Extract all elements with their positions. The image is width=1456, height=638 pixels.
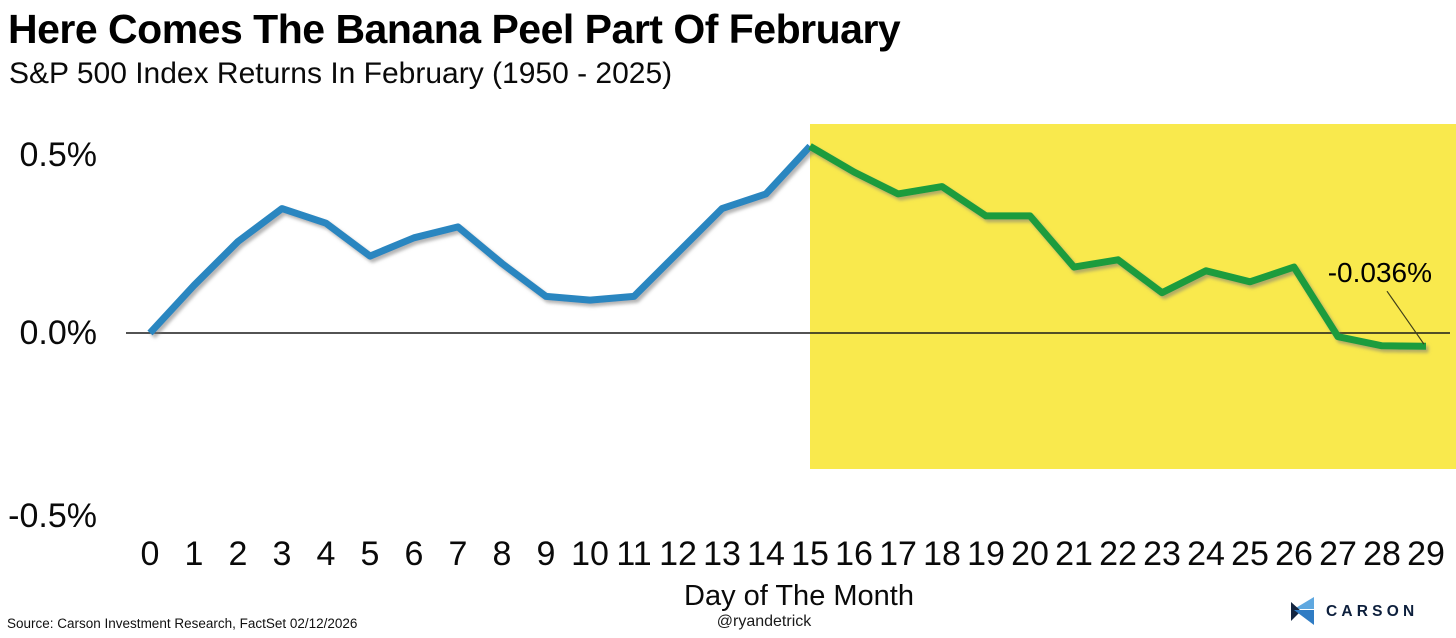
last-value-annotation: -0.036% <box>1327 257 1432 288</box>
x-tick-label: 1 <box>184 535 204 573</box>
annotation-leader-line <box>1386 290 1425 345</box>
x-tick-label: 12 <box>659 535 697 573</box>
line-series-second-half <box>808 143 1427 350</box>
x-tick-label: 23 <box>1143 535 1181 573</box>
x-tick-label: 18 <box>923 535 961 573</box>
x-tick-label: 7 <box>448 535 468 573</box>
x-tick-label: 19 <box>967 535 1005 573</box>
line-series-first-half <box>147 143 813 336</box>
x-tick-label: 0 <box>140 535 160 573</box>
x-tick-label: 29 <box>1407 535 1445 573</box>
x-tick-label: 16 <box>835 535 873 573</box>
carson-logo: CARSON <box>1290 597 1418 626</box>
source-attribution: Source: Carson Investment Research, Fact… <box>7 616 358 631</box>
chart-title: Here Comes The Banana Peel Part Of Febru… <box>8 6 901 52</box>
x-tick-label: 15 <box>791 535 829 573</box>
x-tick-label: 25 <box>1231 535 1269 573</box>
x-tick-label: 20 <box>1011 535 1049 573</box>
x-tick-label: 21 <box>1055 535 1093 573</box>
x-tick-label: 27 <box>1319 535 1357 573</box>
x-tick-label: 14 <box>747 535 785 573</box>
x-tick-label: 17 <box>879 535 917 573</box>
x-tick-label: 8 <box>492 535 512 573</box>
x-tick-label: 24 <box>1187 535 1225 573</box>
x-tick-label: 6 <box>404 535 424 573</box>
x-tick-label: 28 <box>1363 535 1401 573</box>
y-tick-label: 0.5% <box>19 136 98 174</box>
chart-subtitle: S&P 500 Index Returns In February (1950 … <box>9 57 673 90</box>
x-tick-label: 22 <box>1099 535 1137 573</box>
carson-logo-text: CARSON <box>1326 602 1419 620</box>
x-tick-label: 9 <box>536 535 556 573</box>
x-tick-label: 11 <box>616 535 652 573</box>
second-half-highlight-band <box>810 124 1456 469</box>
x-tick-label: 5 <box>360 535 380 573</box>
x-tick-label: 10 <box>571 535 609 573</box>
y-tick-label: -0.5% <box>8 497 97 535</box>
x-tick-label: 3 <box>272 535 292 573</box>
author-handle: @ryandetrick <box>716 613 812 630</box>
x-tick-label: 4 <box>316 535 336 573</box>
y-tick-label: 0.0% <box>19 314 98 352</box>
x-tick-label: 26 <box>1275 535 1313 573</box>
x-tick-label: 13 <box>703 535 741 573</box>
carson-logo-icon <box>1291 597 1314 625</box>
x-tick-label: 2 <box>228 535 248 573</box>
x-axis-title: Day of The Month <box>684 580 914 612</box>
